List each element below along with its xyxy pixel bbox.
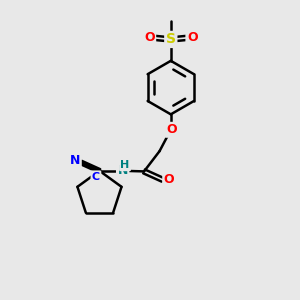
Text: O: O [144, 32, 155, 44]
Text: O: O [166, 123, 177, 136]
Text: S: S [166, 32, 176, 46]
Text: O: O [164, 173, 174, 186]
Text: O: O [187, 32, 197, 44]
Text: H: H [120, 160, 130, 170]
Text: N: N [70, 154, 80, 166]
Text: C: C [92, 172, 100, 182]
Text: N: N [118, 164, 128, 177]
